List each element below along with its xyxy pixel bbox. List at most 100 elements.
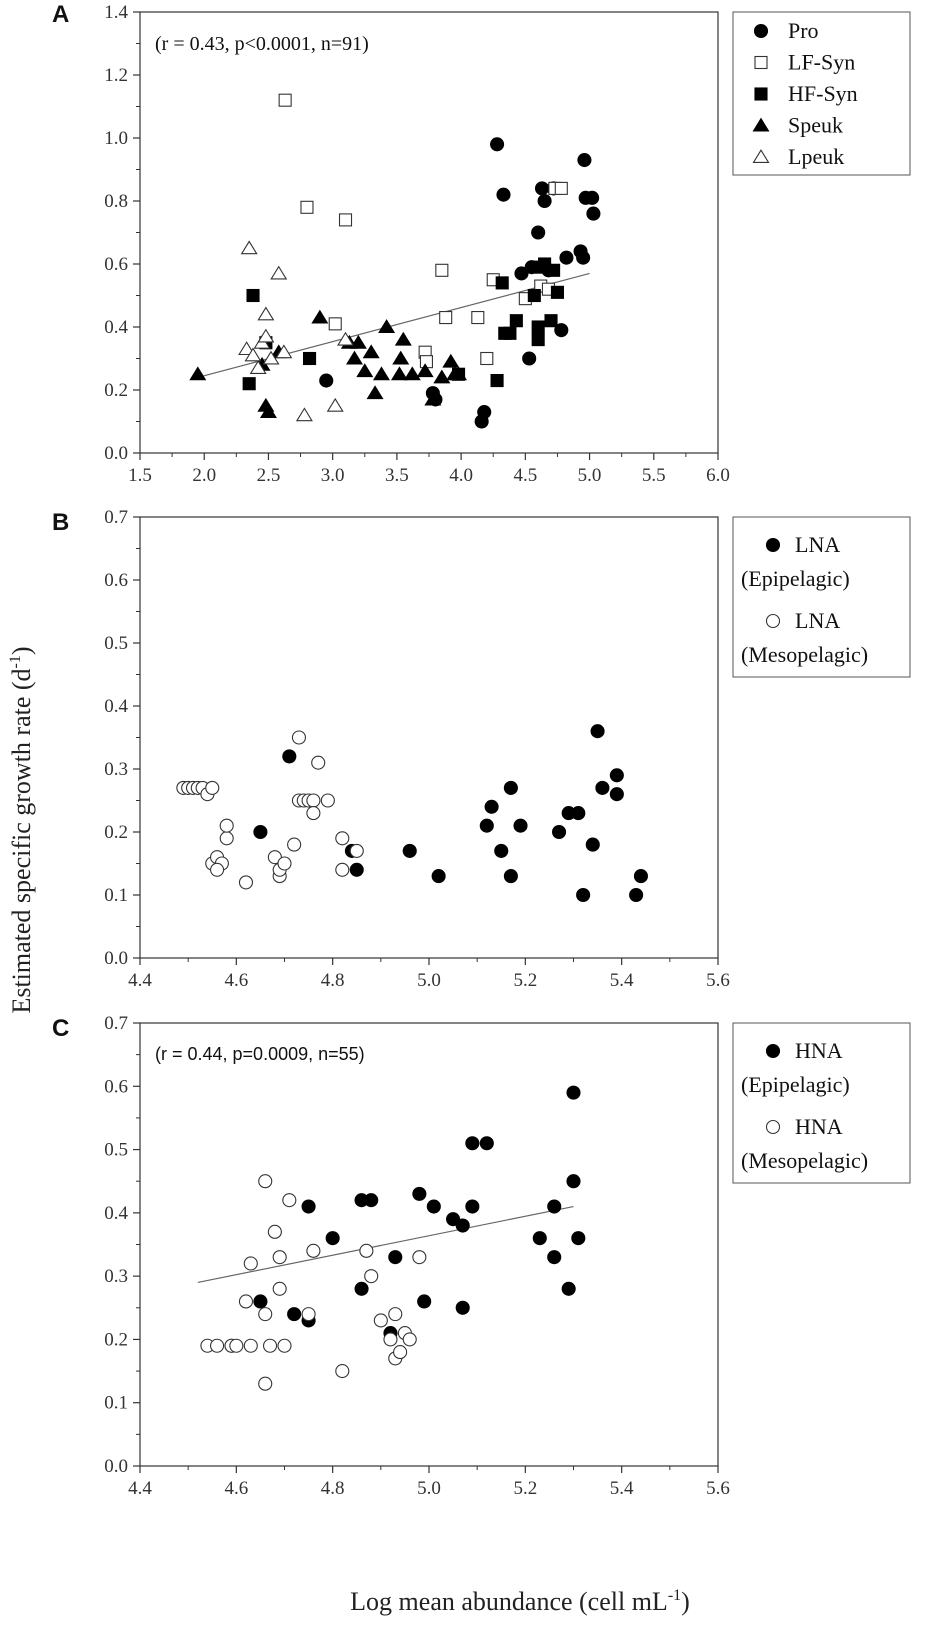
data-point: [320, 793, 335, 808]
legend-marker: [765, 613, 781, 629]
data-point: [465, 1199, 480, 1214]
data-point: [295, 407, 313, 422]
data-point: [349, 862, 364, 877]
y-tick-label: 0.0: [104, 948, 128, 969]
data-point: [392, 350, 410, 365]
x-tick-label: 5.2: [513, 1478, 537, 1499]
x-tick-label: 5.6: [706, 970, 730, 991]
data-point: [311, 309, 329, 324]
data-point: [300, 200, 314, 214]
data-point: [366, 385, 384, 400]
panel-letter: C: [52, 1015, 69, 1042]
data-point: [465, 1136, 480, 1151]
y-tick-label: 0.4: [104, 317, 128, 338]
data-point: [455, 1218, 470, 1233]
series-speuk: [189, 309, 468, 419]
data-point: [513, 818, 528, 833]
data-point: [490, 137, 505, 152]
data-point: [559, 250, 574, 265]
data-point: [238, 875, 254, 890]
data-point: [346, 350, 363, 365]
data-point: [219, 831, 234, 846]
data-point: [282, 1193, 297, 1208]
x-tick-label: 3.5: [385, 465, 409, 486]
data-point: [547, 1250, 562, 1265]
legend-label: HF-Syn: [788, 81, 858, 106]
data-point: [282, 749, 297, 764]
y-tick-label: 0.4: [104, 1203, 128, 1224]
data-point: [390, 366, 408, 381]
data-point: [586, 206, 601, 221]
data-point: [337, 331, 354, 346]
y-tick-label: 0.3: [104, 1266, 128, 1287]
legend-marker: [754, 55, 768, 70]
y-axis-title: Estimated specific growth rate (d-1): [7, 646, 36, 1013]
data-point: [272, 1250, 287, 1265]
y-tick-label: 0.7: [104, 507, 128, 528]
data-point: [272, 1281, 287, 1296]
series-pro: [319, 137, 601, 429]
y-tick-label: 0.2: [104, 1329, 128, 1350]
legend-marker: [765, 1119, 781, 1135]
x-axis-title: Log mean abundance (cell mL-1): [350, 1587, 690, 1616]
data-point: [287, 837, 302, 852]
legend-label: Speuk: [788, 113, 843, 138]
y-tick-label: 1.0: [104, 128, 128, 149]
x-axis-title-sup: -1: [668, 1587, 681, 1604]
data-point: [514, 266, 529, 281]
legend-box: [732, 516, 911, 678]
data-point: [258, 1376, 273, 1391]
data-point: [275, 344, 293, 359]
data-point: [388, 1250, 403, 1265]
svg-text:Estimated specific growth rate: Estimated specific growth rate (d-1): [7, 646, 36, 1013]
panel-b: B 0.0 0.1 0.2 0.3 0.4 0.5 0.6 0.7 4.4 4.6 4.8 5.0 5.2…: [52, 507, 911, 991]
data-point: [402, 1332, 417, 1347]
x-tick-label: 5.4: [610, 970, 634, 991]
data-point: [244, 347, 262, 362]
data-point: [484, 799, 499, 814]
panel-letter: B: [52, 509, 69, 536]
data-point: [388, 1307, 403, 1322]
y-tick-label: 0.3: [104, 759, 128, 780]
data-point: [551, 824, 567, 840]
data-point: [219, 818, 234, 833]
data-point: [490, 373, 504, 388]
series-lf-syn: [278, 93, 568, 369]
legend-label: (Epipelagic): [741, 566, 850, 591]
legend-label: Pro: [788, 18, 819, 43]
data-point: [527, 288, 541, 303]
data-point: [633, 869, 648, 884]
data-point: [229, 1338, 244, 1353]
regression-line: [197, 1205, 574, 1284]
data-point: [238, 341, 256, 356]
data-point: [477, 404, 492, 420]
data-point: [439, 310, 453, 325]
series-hna-epipelagic-: [253, 1085, 586, 1341]
series-lna-mesopelagic-: [176, 730, 364, 890]
data-point: [522, 351, 537, 366]
x-tick-label: 6.0: [706, 465, 730, 486]
data-point: [335, 831, 350, 846]
y-tick-label: 0.2: [104, 822, 128, 843]
data-point: [277, 1338, 292, 1353]
x-tick-label: 2.5: [257, 465, 281, 486]
data-point: [577, 153, 592, 168]
data-point: [291, 730, 307, 745]
x-tick-label: 5.0: [417, 1478, 441, 1499]
data-point: [509, 314, 523, 328]
data-point: [349, 334, 367, 349]
series-lna-epipelagic-: [253, 724, 648, 903]
data-point: [531, 320, 545, 334]
data-point: [243, 1256, 258, 1271]
y-axis-title-sup: -1: [7, 655, 24, 668]
data-point: [243, 1338, 258, 1353]
data-point: [547, 263, 561, 277]
x-tick-label: 5.0: [578, 465, 602, 486]
panel-c: C 0.0 0.1 0.2 0.3 0.4 0.5 0.6 0.7 4.4 4.6 4.8 5.0 5.2…: [52, 1013, 911, 1499]
data-point: [373, 1313, 388, 1328]
legend-label: Lpeuk: [788, 144, 844, 169]
data-point: [426, 1199, 441, 1214]
data-point: [277, 856, 292, 871]
data-point: [270, 265, 288, 280]
legend-marker: [754, 87, 768, 101]
